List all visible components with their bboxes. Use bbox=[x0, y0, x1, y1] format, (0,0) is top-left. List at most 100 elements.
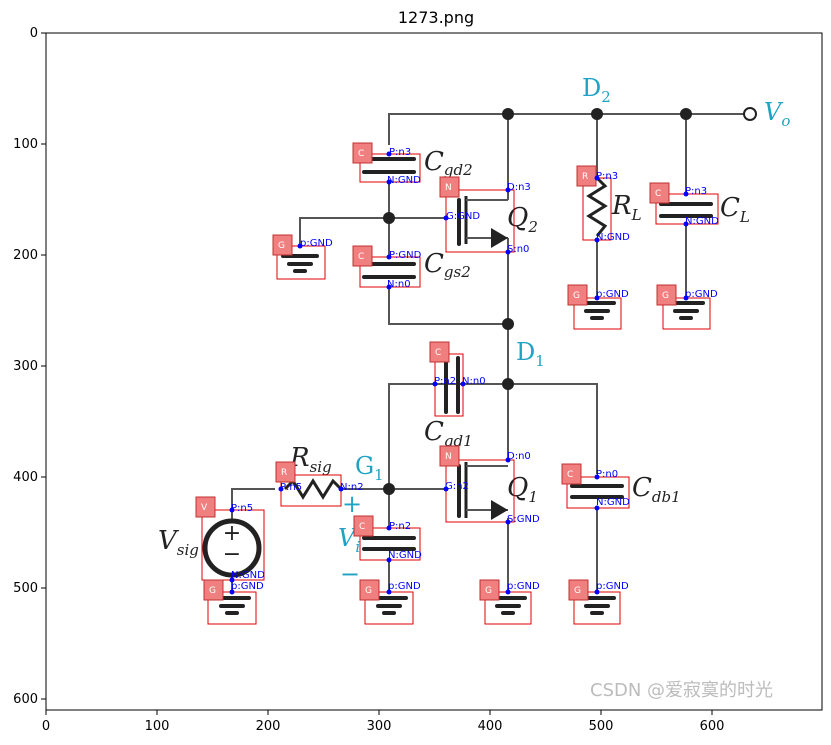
pin-label: N:n0 bbox=[387, 279, 411, 290]
figure-title: 1273.png bbox=[398, 8, 474, 27]
annotation-cl[interactable]: C P:n3 N:GND bbox=[649, 182, 719, 227]
pin-label: D:n3 bbox=[507, 182, 531, 193]
d1-label: D1 bbox=[516, 338, 545, 370]
annotation-rl[interactable]: R P:n3 N:GND bbox=[576, 165, 630, 243]
pin-label: P:n3 bbox=[596, 171, 618, 182]
annotation-cgs2[interactable]: C P:GND N:n0 bbox=[352, 245, 422, 290]
annotation-tag: G bbox=[485, 586, 492, 596]
q1-transistor bbox=[457, 462, 508, 520]
g1-label: G1 bbox=[355, 452, 384, 484]
annotation-tag: C bbox=[435, 348, 441, 358]
vsig-minus-sign: − bbox=[223, 542, 241, 567]
annotation-tag: N bbox=[445, 452, 452, 462]
annotation-rsig[interactable]: R P:n5 N:n2 bbox=[275, 461, 364, 507]
cgd1-capacitor bbox=[444, 356, 460, 414]
annotation-gnd-2[interactable]: G p:GND bbox=[567, 284, 629, 330]
annotation-tag: R bbox=[582, 172, 588, 182]
y-tick-label: 0 bbox=[30, 26, 38, 41]
q2-transistor bbox=[457, 196, 508, 248]
pin-label: N:GND bbox=[685, 216, 719, 227]
vi-label: Vi bbox=[338, 524, 360, 556]
cgs2-label: Cgs2 bbox=[424, 249, 471, 281]
pin-label: N:GND bbox=[231, 570, 265, 581]
annotation-overlays: C P:n3 N:GND N D:n3 G:GND S:n0 R P:n3 N bbox=[195, 142, 719, 625]
pin-label: N:GND bbox=[596, 232, 630, 243]
x-tick-label: 200 bbox=[256, 719, 281, 734]
pin-label: N:n0 bbox=[462, 376, 486, 387]
x-tick-label: 300 bbox=[367, 719, 392, 734]
annotation-cgd1[interactable]: C P:n2 N:n0 bbox=[429, 341, 486, 417]
annotation-tag: G bbox=[662, 291, 669, 301]
x-axis: 0 100 200 300 400 500 600 bbox=[42, 710, 725, 734]
x-tick-label: 600 bbox=[700, 719, 725, 734]
y-tick-label: 400 bbox=[13, 470, 38, 485]
cl-label: CL bbox=[720, 193, 750, 226]
pin-label: P:n3 bbox=[389, 147, 411, 158]
cgd2-label: Cgd2 bbox=[424, 147, 473, 179]
annotation-q2[interactable]: N D:n3 G:GND S:n0 bbox=[439, 176, 531, 255]
cgs1-capacitor bbox=[362, 536, 416, 551]
q1-label: Q1 bbox=[507, 473, 538, 506]
annotation-tag: G bbox=[574, 586, 581, 596]
circuit-labels: D2 Vo Cgd2 RL CL Q2 Cgs2 D1 Cgd1 Rsig G1… bbox=[158, 74, 790, 588]
annotation-gnd-7[interactable]: G p:GND bbox=[568, 579, 629, 625]
pin-label: G:GND bbox=[446, 211, 480, 222]
y-tick-label: 300 bbox=[13, 359, 38, 374]
x-tick-label: 400 bbox=[478, 719, 503, 734]
annotation-gnd-5[interactable]: G p:GND bbox=[359, 579, 421, 625]
vo-label: Vo bbox=[764, 98, 790, 130]
y-tick-label: 200 bbox=[13, 248, 38, 263]
pin-label: P:n2 bbox=[389, 521, 411, 532]
vsig-source: + − bbox=[202, 518, 262, 578]
cdb1-capacitor bbox=[570, 484, 624, 499]
pin-label: N:GND bbox=[388, 550, 422, 561]
y-axis: 0 100 200 300 400 500 600 bbox=[13, 26, 46, 707]
junction-dots bbox=[383, 108, 692, 495]
annotation-tag: C bbox=[359, 522, 365, 532]
cl-capacitor bbox=[659, 202, 713, 218]
rl-resistor bbox=[586, 176, 608, 237]
watermark-text: CSDN @爱寂寞的时光 bbox=[590, 680, 773, 701]
pin-label: p:GND bbox=[300, 238, 333, 249]
pin-label: p:GND bbox=[685, 289, 718, 300]
pin-label: P:GND bbox=[389, 250, 422, 261]
annotation-vsig[interactable]: V P:n5 N:GND bbox=[195, 496, 265, 583]
vi-plus: + bbox=[342, 490, 362, 518]
annotation-q1[interactable]: N D:n0 G:n2 S:GND bbox=[439, 445, 540, 525]
pin-label: p:GND bbox=[231, 581, 264, 592]
annotation-cgd2[interactable]: C P:n3 N:GND bbox=[352, 142, 421, 186]
pin-label: p:GND bbox=[388, 581, 421, 592]
annotation-cdb1[interactable]: C P:n0 N:GND bbox=[561, 463, 630, 511]
annotation-tag: G bbox=[365, 586, 372, 596]
pin-label: S:n0 bbox=[507, 244, 529, 255]
y-tick-label: 600 bbox=[13, 692, 38, 707]
annotation-tag: G bbox=[573, 291, 580, 301]
x-tick-label: 0 bbox=[42, 719, 50, 734]
annotation-gnd-3[interactable]: G p:GND bbox=[656, 284, 718, 330]
vsig-label: Vsig bbox=[158, 526, 199, 559]
pin-label: p:GND bbox=[596, 289, 629, 300]
annotation-gnd-6[interactable]: G p:GND bbox=[479, 579, 540, 625]
annotation-gnd-1[interactable]: G p:GND bbox=[272, 234, 333, 280]
pin-label: S:GND bbox=[507, 514, 540, 525]
pin-label: N:n2 bbox=[340, 482, 364, 493]
annotation-gnd-4[interactable]: G p:GND bbox=[203, 579, 264, 625]
q2-label: Q2 bbox=[507, 203, 538, 236]
annotation-tag: C bbox=[358, 149, 364, 159]
pin-label: P:n5 bbox=[231, 503, 253, 514]
pin-label: P:n3 bbox=[685, 186, 707, 197]
annotation-cgs1[interactable]: C P:n2 N:GND bbox=[353, 515, 422, 563]
ground-icon bbox=[281, 254, 319, 273]
y-tick-label: 500 bbox=[13, 581, 38, 596]
pin-label: P:n0 bbox=[596, 469, 618, 480]
output-terminal bbox=[743, 107, 757, 121]
x-tick-label: 100 bbox=[145, 719, 170, 734]
y-tick-label: 100 bbox=[13, 137, 38, 152]
annotation-tag: G bbox=[209, 586, 216, 596]
annotation-tag: C bbox=[567, 470, 573, 480]
x-tick-label: 500 bbox=[589, 719, 614, 734]
cdb1-label: Cdb1 bbox=[632, 473, 681, 506]
pin-label: P:n2 bbox=[434, 376, 456, 387]
pin-label: p:GND bbox=[507, 581, 540, 592]
